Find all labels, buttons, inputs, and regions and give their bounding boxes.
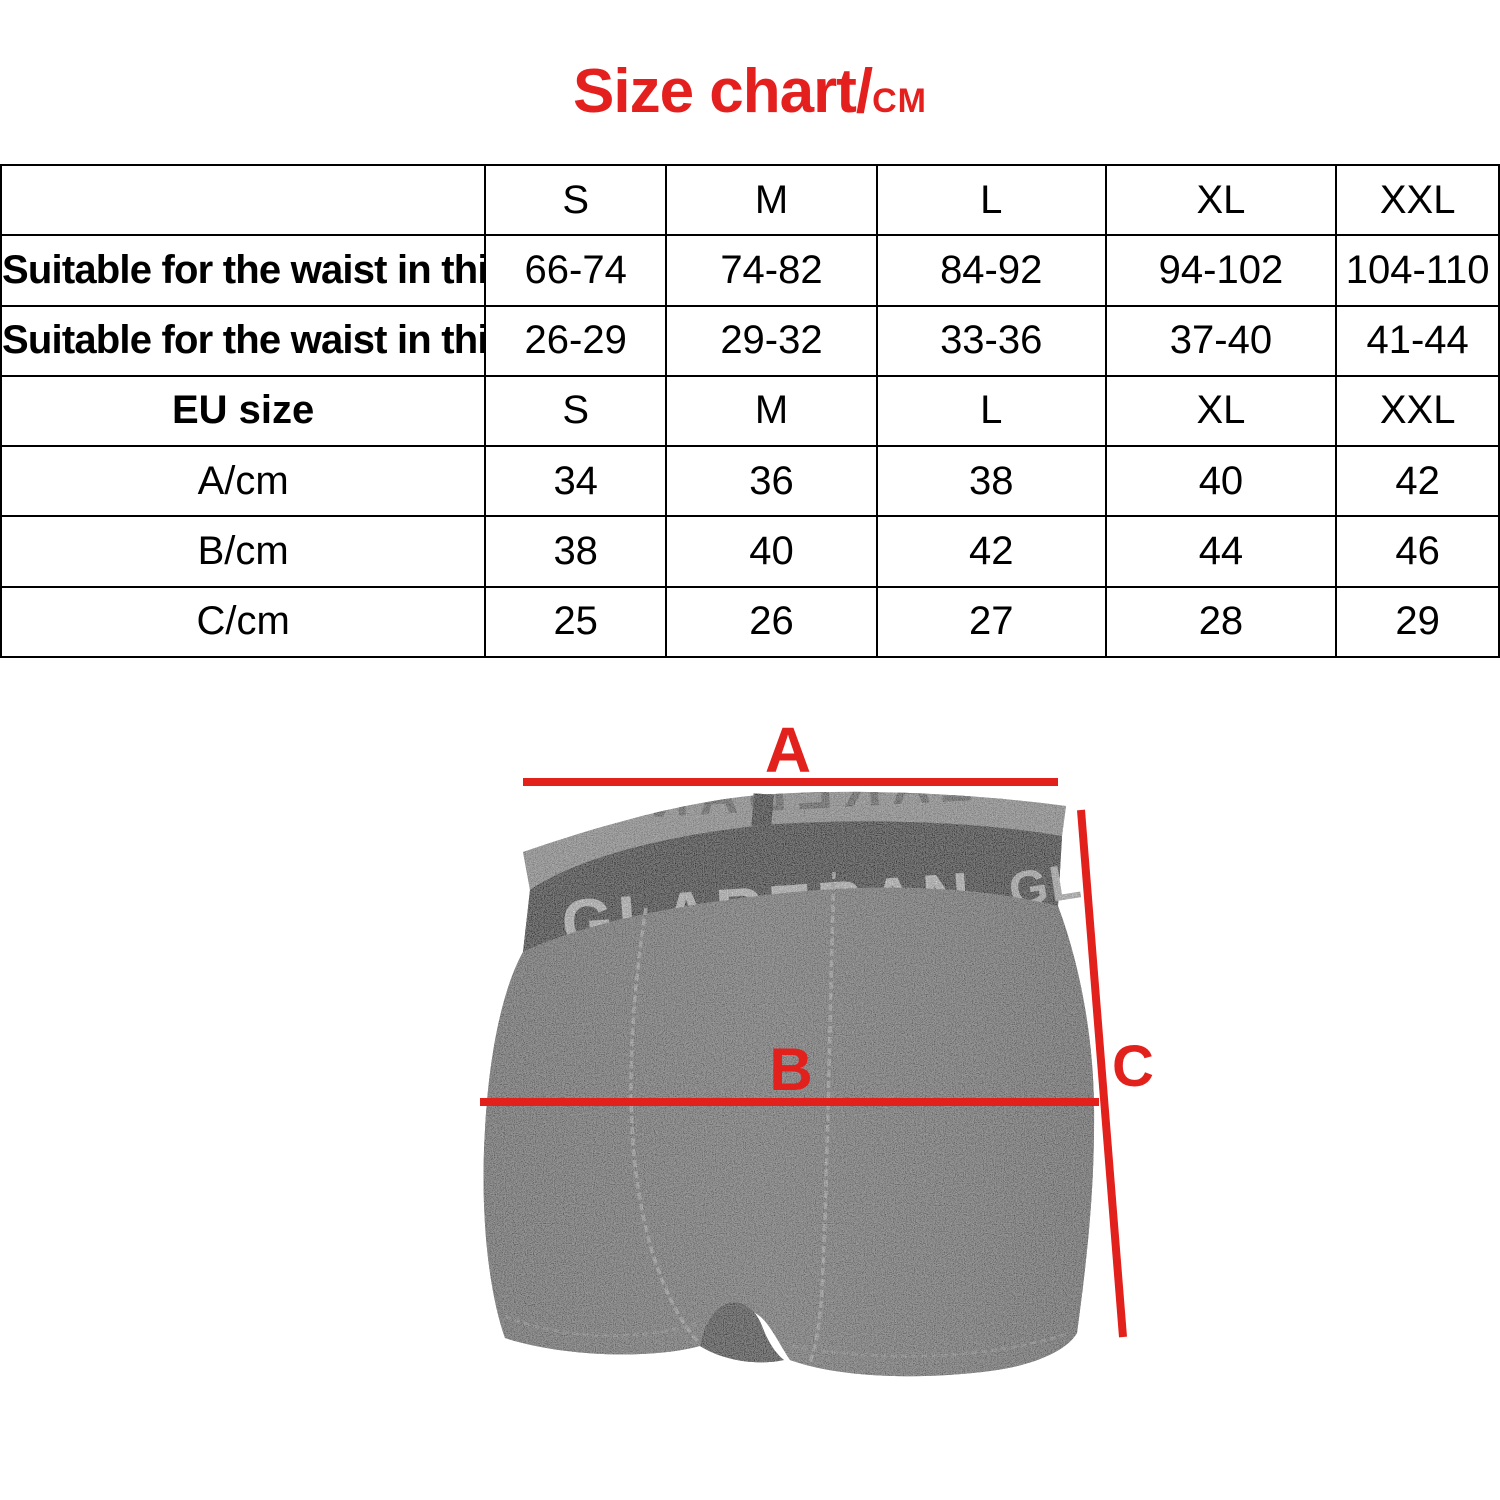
measurement-label-b: B [769, 1036, 812, 1103]
size-cell: XL [1104, 374, 1338, 448]
measurement-annotations: A B C [480, 714, 1154, 1338]
size-cell: 104-110 [1335, 234, 1500, 307]
size-cell: 94-102 [1104, 234, 1338, 307]
header-cell-s: S [484, 163, 668, 237]
size-cell: 36 [665, 445, 878, 518]
row-label: Suitable for the waist in this range/inc… [0, 304, 487, 377]
size-cell: M [665, 374, 878, 448]
size-cell: 40 [665, 515, 878, 588]
size-cell: 38 [875, 445, 1107, 518]
size-cell: 74-82 [665, 234, 878, 307]
size-cell: 38 [484, 515, 668, 588]
measurement-line-c [1077, 809, 1127, 1338]
size-cell: 34 [484, 445, 668, 518]
size-cell: 33-36 [875, 304, 1107, 377]
table-row-waist-cm: Suitable for the waist in this range/cm … [0, 234, 1500, 307]
size-cell: 41-44 [1335, 304, 1500, 377]
size-cell: 29 [1335, 585, 1500, 659]
row-label: B/cm [0, 515, 487, 588]
hem-stitch-left-leg [504, 1314, 701, 1338]
size-cell: 46 [1335, 515, 1500, 588]
seam-line-left [629, 907, 702, 1346]
table-row-b-cm: B/cm 38 40 42 44 46 [0, 515, 1500, 588]
size-cell: 66-74 [484, 234, 668, 307]
table-row-waist-inch: Suitable for the waist in this range/inc… [0, 304, 1500, 377]
header-cell-m: M [665, 163, 878, 237]
measurement-label-c: C [1112, 1034, 1154, 1099]
size-cell: 37-40 [1104, 304, 1338, 377]
table-row-eu-size: EU size S M L XL XXL [0, 374, 1500, 448]
row-label: Suitable for the waist in this range/cm [0, 234, 487, 307]
size-cell: L [875, 374, 1107, 448]
table-row-c-cm: C/cm 25 26 27 28 29 [0, 585, 1500, 659]
size-table: S M L XL XXL Suitable for the waist in t… [0, 163, 1500, 659]
size-table-header-row: S M L XL XXL [0, 163, 1500, 237]
size-cell: 44 [1104, 515, 1338, 588]
header-cell-xxl: XXL [1335, 163, 1500, 237]
waistband-inner [523, 791, 1066, 890]
boxer-body [483, 887, 1095, 1377]
table-row-a-cm: A/cm 34 36 38 40 42 [0, 445, 1500, 518]
size-cell: 26-29 [484, 304, 668, 377]
crotch-shadow [700, 1302, 784, 1363]
row-label: EU size [0, 374, 487, 448]
page-title-text: Size chart/ [572, 57, 873, 126]
size-cell: 29-32 [665, 304, 878, 377]
size-cell: 26 [665, 585, 878, 659]
size-cell: 42 [1335, 445, 1500, 518]
size-cell: 84-92 [875, 234, 1107, 307]
row-label: C/cm [0, 585, 487, 659]
measurement-label-a: A [765, 714, 811, 786]
size-cell: 27 [875, 585, 1107, 659]
header-cell-xl: XL [1104, 163, 1338, 237]
size-cell: 40 [1104, 445, 1338, 518]
size-cell: 28 [1104, 585, 1338, 659]
size-cell: XXL [1335, 374, 1500, 448]
waistband-outer [523, 821, 1062, 952]
size-cell: 25 [484, 585, 668, 659]
hem-stitch-right-leg [791, 1332, 1067, 1358]
page-title: Size chart/CM [0, 57, 1500, 126]
size-cell: S [484, 374, 668, 448]
size-cell: 42 [875, 515, 1107, 588]
row-label: A/cm [0, 445, 487, 518]
seam-line-right [808, 871, 836, 1363]
header-cell-l: L [875, 163, 1107, 237]
page-title-unit: CM [872, 82, 927, 120]
header-corner-cell [0, 163, 487, 237]
